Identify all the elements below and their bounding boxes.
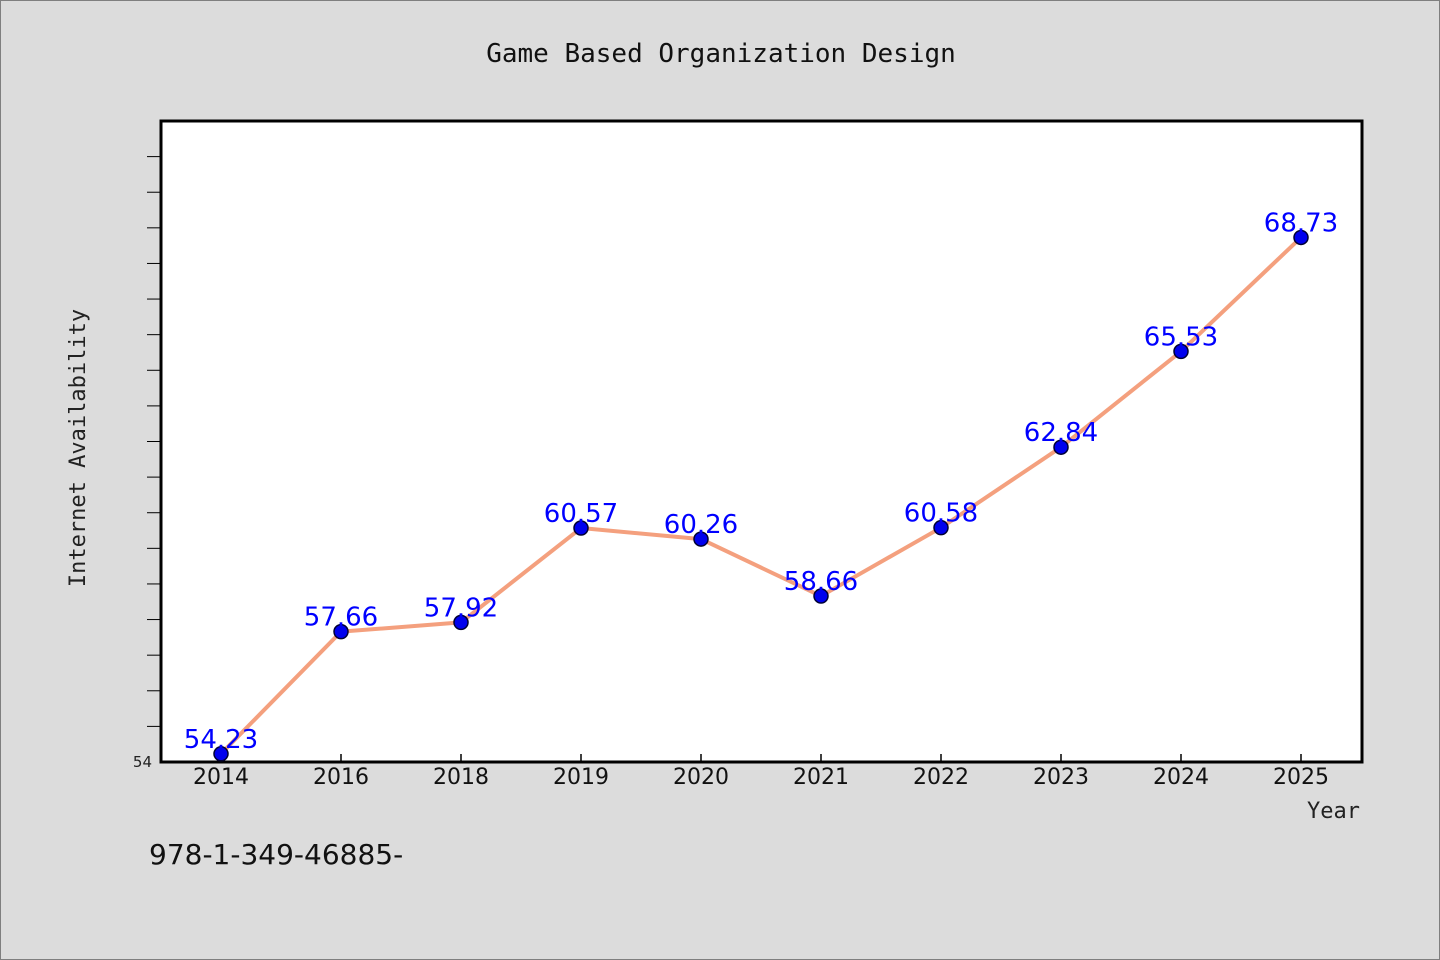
y-tick-label-54: 54 bbox=[133, 753, 152, 771]
footer-note: 978-1-349-46885- bbox=[149, 838, 403, 871]
data-label-2024: 65.53 bbox=[1144, 322, 1218, 352]
data-label-2019: 60.57 bbox=[544, 499, 618, 529]
marker-2022 bbox=[933, 519, 949, 536]
data-label-2021: 58.66 bbox=[784, 567, 858, 597]
x-tick-label-2019: 2019 bbox=[553, 765, 609, 790]
data-label-2014: 54.23 bbox=[184, 725, 258, 755]
data-labels: 54.23 57.66 57.92 60.57 60.26 58.66 60.58 62.84… bbox=[184, 208, 1338, 754]
marker-2024 bbox=[1173, 343, 1189, 360]
x-tick-label-2022: 2022 bbox=[913, 765, 969, 790]
marker-2018 bbox=[453, 614, 469, 631]
data-markers bbox=[213, 229, 1309, 762]
x-tick-label-2014: 2014 bbox=[193, 765, 249, 790]
data-label-2022: 60.58 bbox=[904, 499, 978, 529]
y-axis-ticks bbox=[147, 156, 161, 727]
data-label-2016: 57.66 bbox=[304, 603, 378, 633]
data-label-2020: 60.26 bbox=[664, 510, 738, 540]
x-tick-label-2016: 2016 bbox=[313, 765, 369, 790]
marker-2025 bbox=[1293, 229, 1309, 246]
data-label-2025: 68.73 bbox=[1264, 208, 1338, 238]
x-tick-labels: 2014 2016 2018 2019 2020 2021 2022 2023 2024 2025 bbox=[193, 765, 1329, 790]
marker-2023 bbox=[1053, 439, 1069, 455]
marker-2016 bbox=[333, 623, 349, 640]
x-tick-label-2020: 2020 bbox=[673, 765, 729, 790]
marker-2019 bbox=[573, 520, 589, 536]
x-axis-label: Year bbox=[1307, 799, 1360, 824]
x-tick-label-2025: 2025 bbox=[1273, 765, 1329, 790]
plot-area bbox=[159, 119, 1364, 764]
series-line bbox=[219, 235, 1303, 756]
x-tick-label-2024: 2024 bbox=[1153, 765, 1209, 790]
marker-2020 bbox=[693, 531, 709, 547]
data-label-2018: 57.92 bbox=[424, 593, 498, 623]
x-tick-label-2021: 2021 bbox=[793, 765, 849, 790]
marker-2014 bbox=[213, 746, 229, 762]
chart-title: Game Based Organization Design bbox=[486, 39, 956, 69]
data-label-2023: 62.84 bbox=[1024, 418, 1098, 448]
marker-2021 bbox=[813, 588, 829, 604]
y-axis-label: Internet Availability bbox=[66, 309, 91, 587]
x-tick-label-2018: 2018 bbox=[433, 765, 489, 790]
x-tick-label-2023: 2023 bbox=[1033, 765, 1089, 790]
